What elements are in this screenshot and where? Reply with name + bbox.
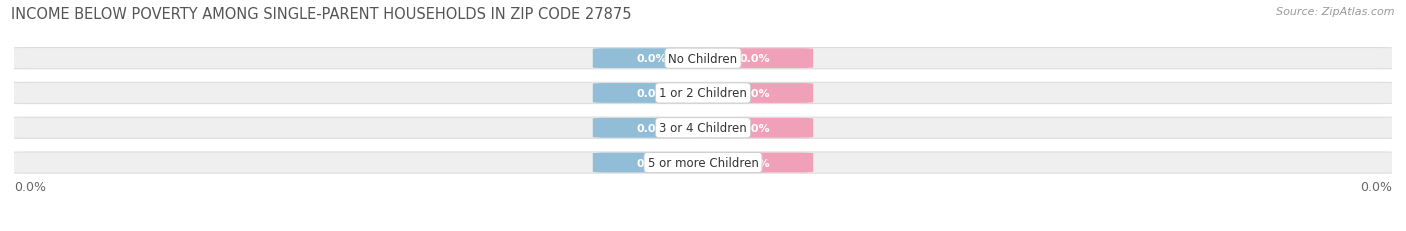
Text: 5 or more Children: 5 or more Children xyxy=(648,156,758,169)
Text: 0.0%: 0.0% xyxy=(740,158,770,168)
Text: 0.0%: 0.0% xyxy=(1360,180,1392,193)
FancyBboxPatch shape xyxy=(593,49,710,69)
Text: INCOME BELOW POVERTY AMONG SINGLE-PARENT HOUSEHOLDS IN ZIP CODE 27875: INCOME BELOW POVERTY AMONG SINGLE-PARENT… xyxy=(11,7,631,22)
Text: Source: ZipAtlas.com: Source: ZipAtlas.com xyxy=(1277,7,1395,17)
FancyBboxPatch shape xyxy=(696,84,813,103)
FancyBboxPatch shape xyxy=(7,48,1399,70)
Text: 3 or 4 Children: 3 or 4 Children xyxy=(659,122,747,135)
Text: 0.0%: 0.0% xyxy=(636,88,666,99)
Text: 0.0%: 0.0% xyxy=(740,54,770,64)
Text: 0.0%: 0.0% xyxy=(636,54,666,64)
FancyBboxPatch shape xyxy=(593,84,710,103)
FancyBboxPatch shape xyxy=(696,118,813,138)
FancyBboxPatch shape xyxy=(696,153,813,173)
FancyBboxPatch shape xyxy=(7,152,1399,173)
Legend: Single Father, Single Mother: Single Father, Single Mother xyxy=(591,227,815,231)
FancyBboxPatch shape xyxy=(7,83,1399,104)
Text: 0.0%: 0.0% xyxy=(636,123,666,133)
Text: 0.0%: 0.0% xyxy=(740,123,770,133)
Text: 0.0%: 0.0% xyxy=(636,158,666,168)
Text: No Children: No Children xyxy=(668,52,738,65)
Text: 0.0%: 0.0% xyxy=(14,180,46,193)
FancyBboxPatch shape xyxy=(593,153,710,173)
Text: 0.0%: 0.0% xyxy=(740,88,770,99)
Text: 1 or 2 Children: 1 or 2 Children xyxy=(659,87,747,100)
FancyBboxPatch shape xyxy=(593,118,710,138)
FancyBboxPatch shape xyxy=(7,118,1399,139)
FancyBboxPatch shape xyxy=(696,49,813,69)
